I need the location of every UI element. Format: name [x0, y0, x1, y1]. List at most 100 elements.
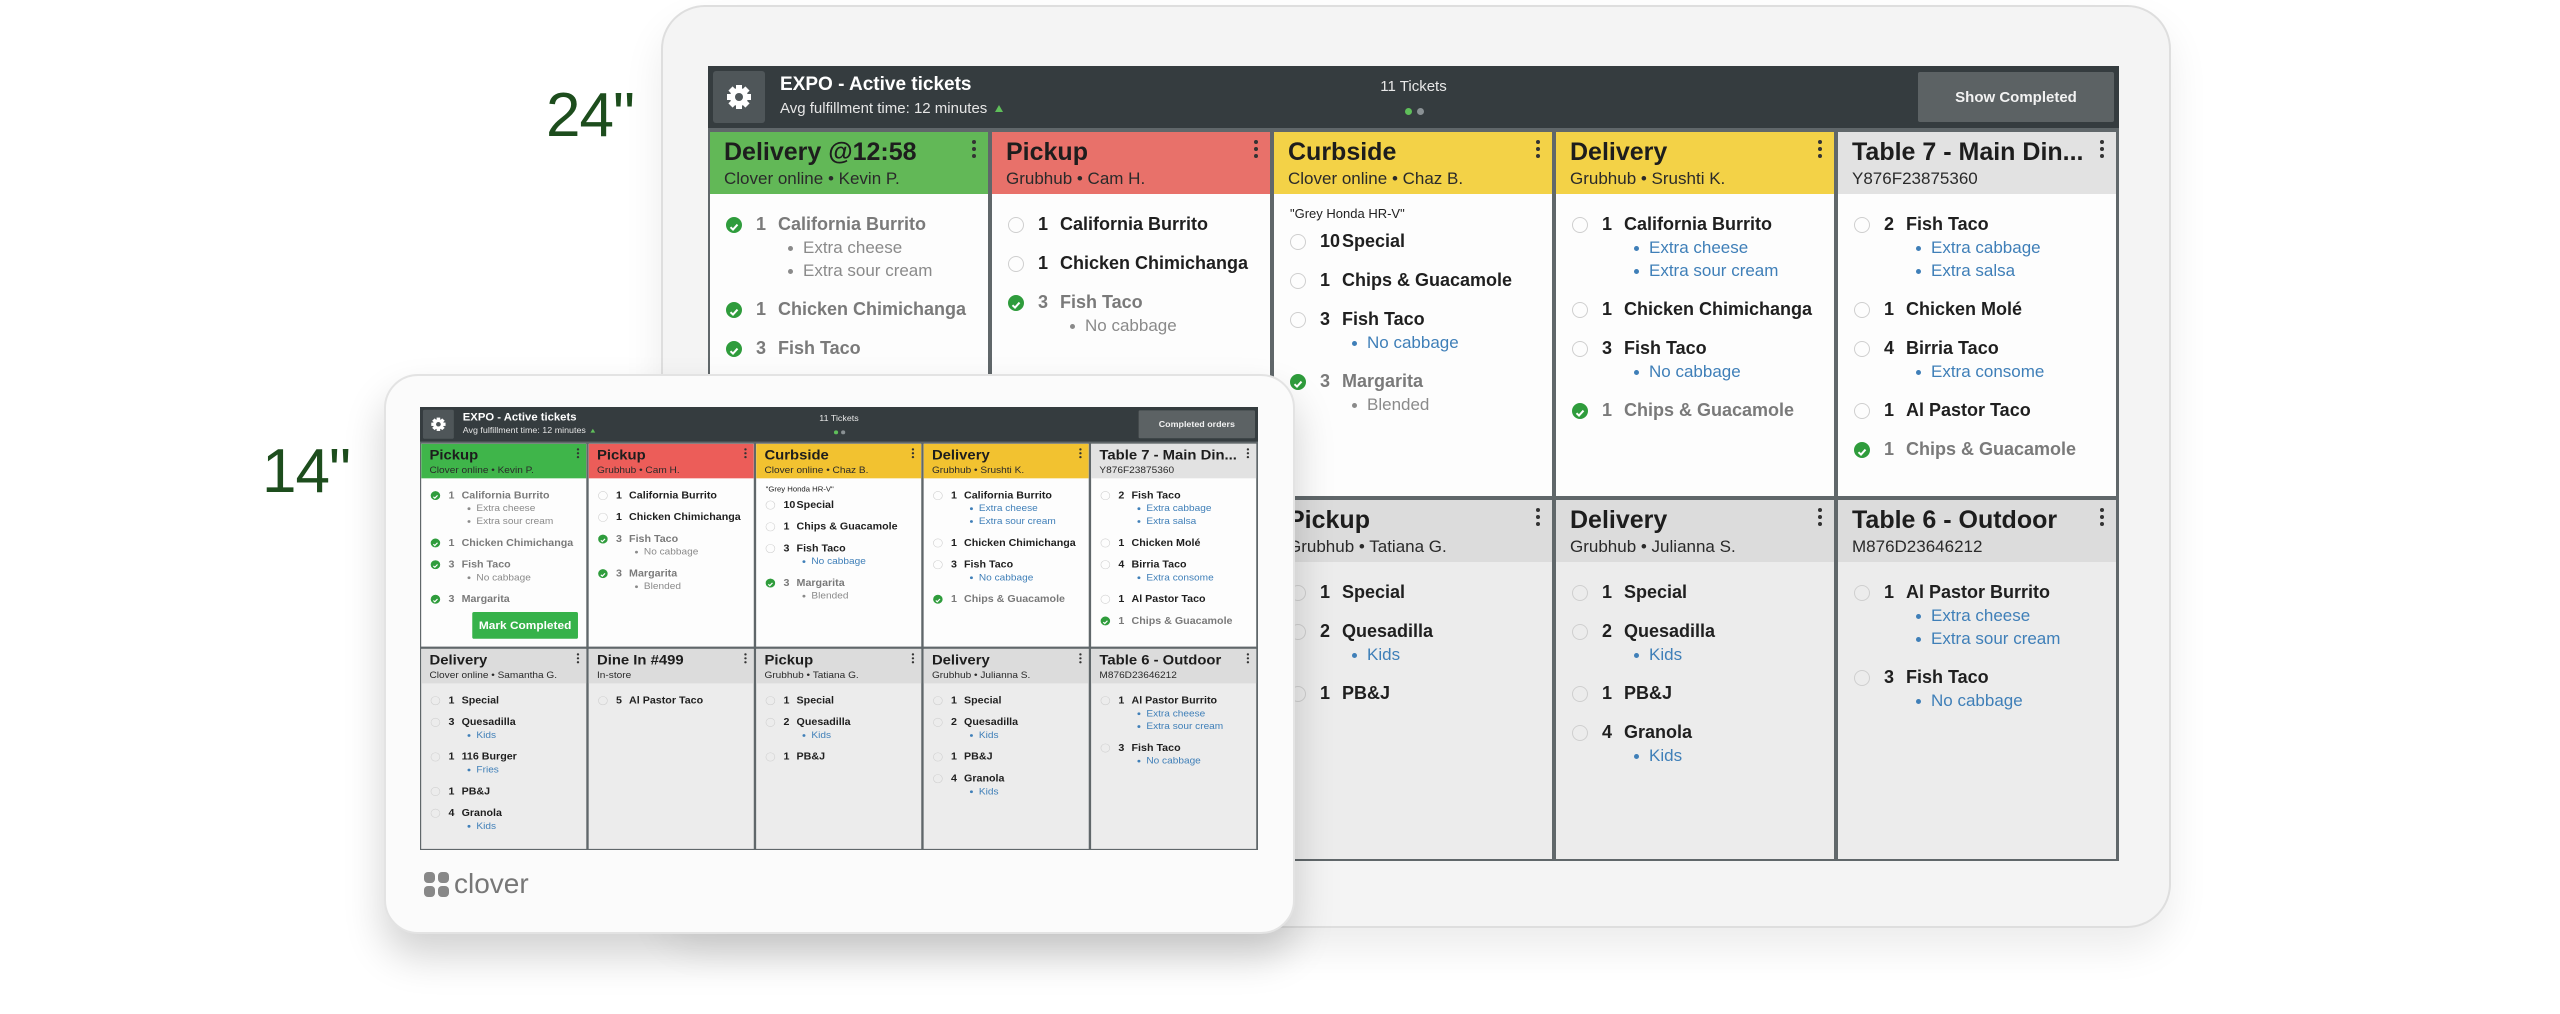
item-check[interactable] — [430, 695, 441, 705]
item-check[interactable] — [430, 808, 441, 818]
ticket-menu[interactable] — [972, 140, 976, 161]
item-check[interactable] — [726, 216, 742, 233]
item-check[interactable] — [765, 500, 776, 510]
ticket-menu[interactable] — [576, 653, 580, 665]
item-check[interactable] — [1572, 623, 1588, 640]
item-check[interactable] — [1854, 301, 1870, 318]
ticket-card[interactable]: Delivery Grubhub • Julianna S. 1 Special 2 Qu… — [923, 648, 1089, 849]
ticket-card[interactable]: Delivery Grubhub • Srushti K. 1 California … — [1556, 132, 1834, 496]
ticket-menu[interactable] — [1246, 653, 1250, 665]
item-check[interactable] — [430, 559, 441, 569]
ticket-card[interactable]: Table 7 - Main Din... Y876F23875360 2 Fish … — [1091, 443, 1257, 647]
item-check[interactable] — [598, 534, 608, 544]
item-check[interactable] — [933, 752, 943, 762]
ticket-card[interactable]: Pickup Grubhub • Tatiana G. 1 Special 2 Quesa… — [756, 648, 922, 849]
settings-button[interactable] — [713, 71, 765, 123]
item-check[interactable] — [765, 695, 776, 705]
item-check[interactable] — [933, 559, 943, 569]
item-check[interactable] — [1572, 584, 1588, 601]
ticket-card[interactable]: Curbside Clover online • Chaz B. "Grey Hon… — [756, 443, 922, 647]
ticket-menu[interactable] — [744, 448, 747, 460]
settings-button[interactable] — [422, 409, 454, 439]
item-check[interactable] — [430, 786, 441, 796]
item-check[interactable] — [430, 717, 441, 727]
item-check[interactable] — [1290, 373, 1306, 390]
ticket-card[interactable]: Dine In #499 In-store 5 Al Pastor Taco — [588, 648, 754, 849]
item-check[interactable] — [933, 695, 943, 705]
item-check[interactable] — [765, 717, 776, 727]
item-check[interactable] — [598, 695, 608, 705]
item-check[interactable] — [1854, 402, 1870, 419]
item-check[interactable] — [1100, 695, 1111, 705]
ticket-card[interactable]: Table 6 - Outdoor M876D23646212 1 Al Pastor… — [1838, 500, 2116, 859]
item-check[interactable] — [1100, 616, 1111, 626]
item-check[interactable] — [598, 568, 608, 578]
ticket-card[interactable]: Delivery Clover online • Samantha G. 1 Spec… — [421, 648, 587, 849]
item-check[interactable] — [1572, 340, 1588, 357]
item-check[interactable] — [430, 538, 441, 548]
item-check[interactable] — [765, 752, 776, 762]
ticket-menu[interactable] — [2100, 508, 2104, 529]
ticket-menu[interactable] — [1818, 508, 1822, 529]
completed-button[interactable]: Show Completed — [1918, 72, 2114, 122]
ticket-menu[interactable] — [1246, 448, 1250, 460]
item-check[interactable] — [1572, 216, 1588, 233]
item-check[interactable] — [1854, 584, 1870, 601]
item-check[interactable] — [765, 578, 776, 588]
item-check[interactable] — [765, 522, 776, 531]
ticket-menu[interactable] — [1818, 140, 1822, 161]
ticket-menu[interactable] — [1079, 448, 1082, 460]
item-check[interactable] — [1854, 216, 1870, 233]
item-check[interactable] — [726, 301, 742, 318]
ticket-card[interactable]: Pickup Grubhub • Tatiana G. 1 Special 2 Quesa… — [1274, 500, 1552, 859]
ticket-card[interactable]: Table 7 - Main Din... Y876F23875360 2 Fish … — [1838, 132, 2116, 496]
ticket-menu[interactable] — [911, 653, 915, 665]
item-check[interactable] — [430, 752, 441, 762]
item-check[interactable] — [933, 773, 943, 783]
ticket-menu[interactable] — [1254, 140, 1258, 161]
item-check[interactable] — [1854, 340, 1870, 357]
mark-completed-button[interactable]: Mark Completed — [472, 612, 578, 639]
ticket-menu[interactable] — [576, 448, 580, 460]
ticket-menu[interactable] — [911, 448, 915, 460]
item-check[interactable] — [1290, 233, 1306, 250]
ticket-menu[interactable] — [2100, 140, 2104, 161]
item-check[interactable] — [1008, 216, 1024, 233]
item-check[interactable] — [933, 717, 943, 727]
ticket-menu[interactable] — [1536, 140, 1540, 161]
item-check[interactable] — [1100, 559, 1111, 569]
item-check[interactable] — [933, 594, 943, 604]
item-check[interactable] — [765, 543, 776, 553]
item-check[interactable] — [1100, 594, 1111, 604]
item-check[interactable] — [430, 594, 441, 604]
item-check[interactable] — [1854, 669, 1870, 686]
item-check[interactable] — [1100, 538, 1111, 548]
item-check[interactable] — [1572, 724, 1588, 741]
item-check[interactable] — [1008, 294, 1024, 311]
ticket-card[interactable]: Curbside Clover online • Chaz B. "Grey Hon… — [1274, 132, 1552, 496]
ticket-card[interactable]: Delivery Grubhub • Srushti K. 1 California … — [923, 443, 1089, 647]
ticket-card[interactable]: Delivery Grubhub • Julianna S. 1 Special 2 Qu… — [1556, 500, 1834, 859]
ticket-menu[interactable] — [744, 653, 747, 665]
item-check[interactable] — [1290, 272, 1306, 289]
item-check[interactable] — [1008, 255, 1024, 272]
ticket-card[interactable]: Pickup Grubhub • Cam H. 1 California Burrit… — [588, 443, 754, 647]
item-check[interactable] — [933, 538, 943, 548]
item-check[interactable] — [598, 512, 608, 522]
item-check[interactable] — [1854, 441, 1870, 458]
item-check[interactable] — [1100, 743, 1111, 753]
item-check[interactable] — [430, 490, 441, 500]
item-check[interactable] — [726, 340, 742, 357]
item-modifier: Extra cheese — [969, 503, 1079, 514]
completed-button[interactable]: Completed orders — [1138, 410, 1256, 439]
ticket-menu[interactable] — [1079, 653, 1082, 665]
item-check[interactable] — [1100, 490, 1111, 500]
ticket-card[interactable]: Table 6 - Outdoor M876D23646212 1 Al Pastor… — [1091, 648, 1257, 849]
item-check[interactable] — [1572, 685, 1588, 702]
item-check[interactable] — [933, 490, 943, 500]
item-check[interactable] — [598, 490, 608, 500]
item-check[interactable] — [1572, 402, 1588, 419]
item-check[interactable] — [1572, 301, 1588, 318]
ticket-menu[interactable] — [1536, 508, 1540, 529]
item-check[interactable] — [1290, 311, 1306, 328]
